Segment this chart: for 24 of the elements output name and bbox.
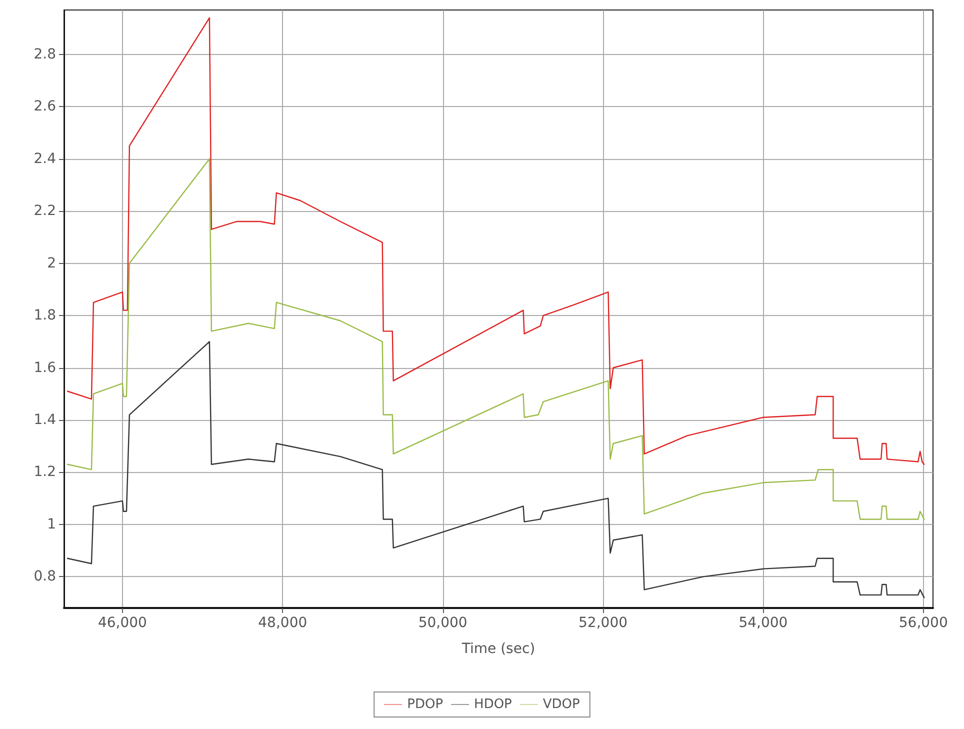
y-tick-label: 2.2: [34, 203, 56, 220]
y-tick-label: 2.4: [34, 150, 56, 167]
x-tick-label: 48,000: [258, 615, 308, 631]
y-tick-label: 1.8: [34, 308, 56, 324]
line-series: [66, 17, 925, 465]
y-tick-label: 2: [47, 255, 56, 272]
x-tick-label: 46,000: [98, 615, 147, 631]
y-tick-label: 2.8: [34, 46, 56, 62]
y-tick-label: 2.6: [34, 98, 56, 115]
legend-label: HDOP: [474, 697, 512, 712]
legend-label: PDOP: [407, 697, 444, 712]
x-tick-label: 50,000: [418, 615, 468, 631]
x-tick-label: 56,000: [898, 615, 948, 631]
y-tick-label: 1.6: [34, 360, 56, 376]
line-series: [66, 158, 925, 520]
y-tick-label: 0.8: [34, 568, 56, 585]
y-tick-label: 1.4: [34, 412, 56, 428]
x-axis-title: Time (sec): [460, 641, 536, 657]
x-tick-label: 52,000: [578, 615, 628, 631]
legend-label: VDOP: [542, 697, 580, 712]
line-series: [66, 341, 925, 598]
x-tick-label: 54,000: [738, 615, 788, 631]
y-tick-label: 1.2: [34, 464, 56, 480]
y-tick-label: 1: [47, 516, 56, 532]
